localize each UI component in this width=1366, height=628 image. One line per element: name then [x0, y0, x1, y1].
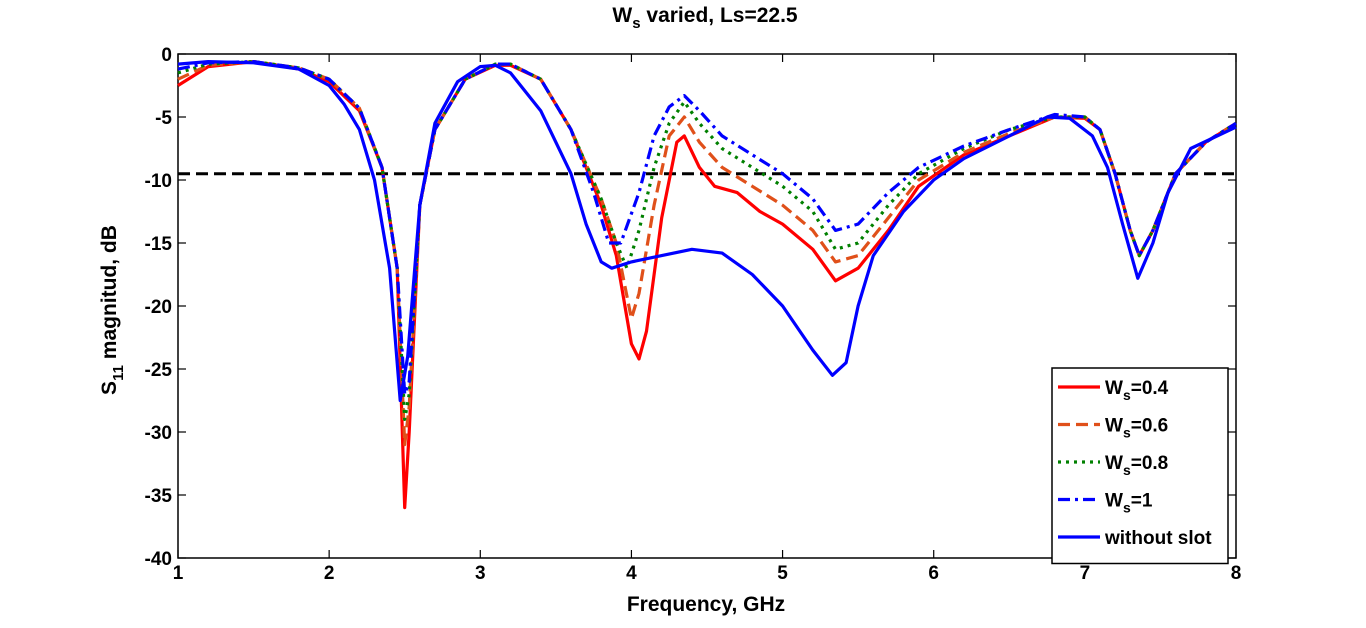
legend: Ws=0.4 Ws=0.6 Ws=0.8 Ws=1 without slot — [1051, 367, 1229, 565]
x-tick-label: 2 — [324, 563, 335, 584]
series-line-5 — [177, 60, 1237, 403]
legend-label-3: Ws=0.8 — [1105, 453, 1168, 478]
x-tick-label: 6 — [928, 563, 939, 584]
y-tick-label: -5 — [155, 108, 172, 129]
series-lines — [177, 60, 1237, 510]
x-tick-label: 7 — [1080, 563, 1091, 584]
x-tick-label: 1 — [173, 563, 184, 584]
y-tick-label: -10 — [145, 171, 172, 192]
y-tick-label: -30 — [145, 423, 172, 444]
x-tick-label: 3 — [475, 563, 486, 584]
chart-title: Ws varied, Ls=22.5 — [612, 4, 798, 32]
y-axis-label: S11 magnitud, dB — [98, 225, 127, 395]
axis-ticks: 1 2 3 4 5 6 7 8 0 -5 -10 -15 -20 -25 -30 -35 -40 — [145, 45, 1242, 584]
legend-label-1: Ws=0.4 — [1105, 378, 1169, 403]
legend-box — [1051, 367, 1229, 565]
x-tick-label: 5 — [777, 563, 788, 584]
x-axis-label: Frequency, GHz — [627, 593, 785, 616]
y-tick-label: -15 — [145, 234, 173, 255]
series-line-2 — [177, 60, 1237, 447]
legend-label-2: Ws=0.6 — [1105, 416, 1168, 441]
y-tick-label: -25 — [145, 360, 173, 381]
legend-label-4: Ws=1 — [1105, 491, 1153, 516]
y-tick-label: -35 — [145, 486, 173, 507]
y-tick-label: -20 — [145, 297, 172, 318]
y-tick-label: -40 — [145, 549, 172, 570]
series-line-3 — [177, 60, 1237, 421]
legend-label-5: without slot — [1104, 528, 1212, 549]
x-tick-label: 8 — [1231, 563, 1242, 584]
x-tick-label: 4 — [626, 563, 637, 584]
series-line-4 — [177, 60, 1237, 396]
y-tick-label: 0 — [161, 45, 172, 66]
